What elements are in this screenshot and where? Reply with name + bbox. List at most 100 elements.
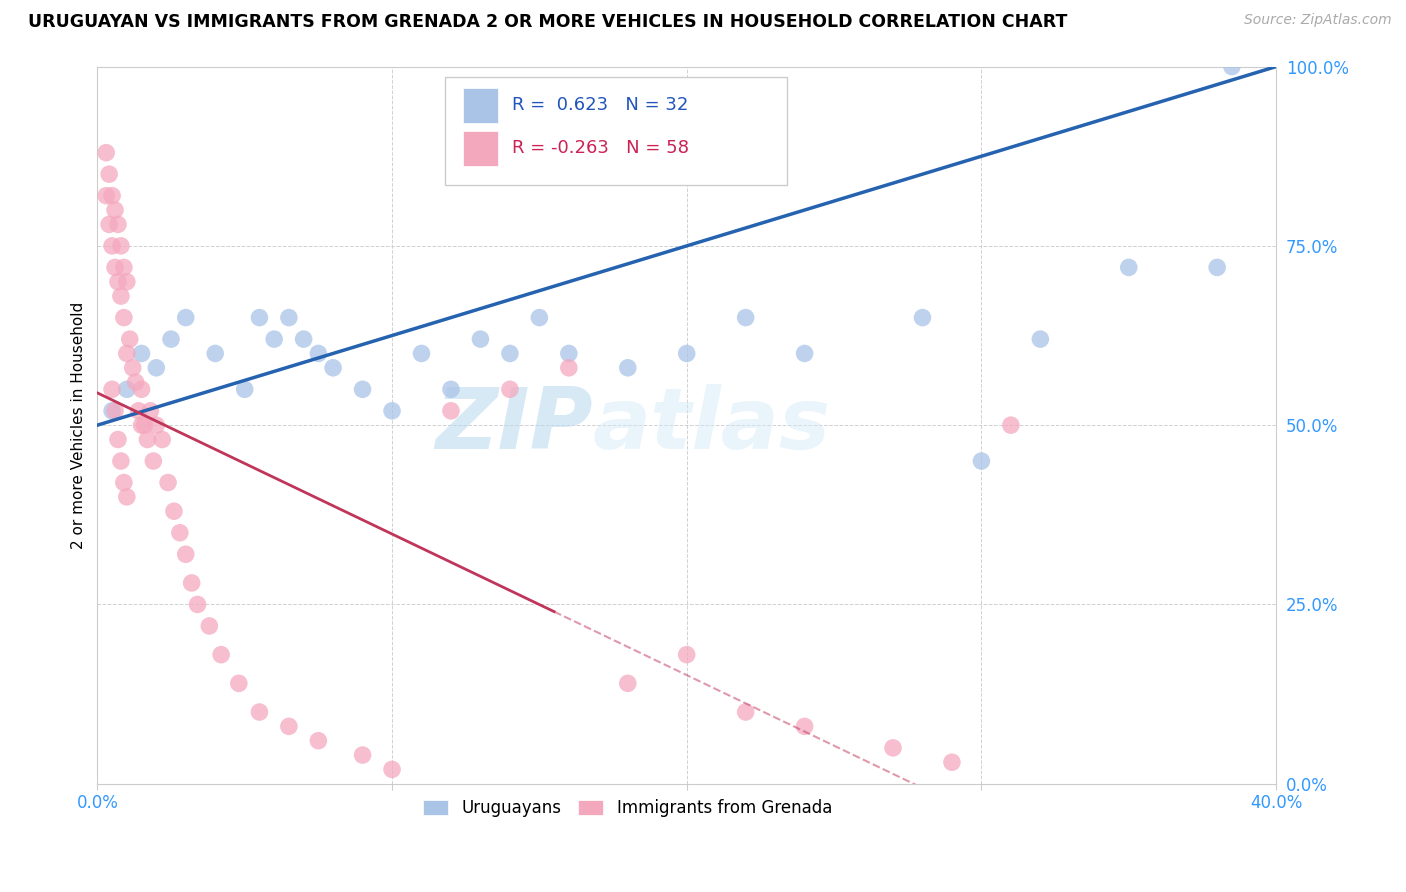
Point xyxy=(101,404,124,418)
Text: R = -0.263   N = 58: R = -0.263 N = 58 xyxy=(512,139,689,157)
Point xyxy=(529,310,551,325)
Point xyxy=(793,719,815,733)
Point xyxy=(440,404,463,418)
Point xyxy=(98,167,121,181)
Point xyxy=(131,346,153,360)
Point xyxy=(381,404,404,418)
Point xyxy=(322,360,344,375)
Point xyxy=(104,404,127,418)
Point xyxy=(107,218,129,232)
Point xyxy=(98,218,121,232)
Text: URUGUAYAN VS IMMIGRANTS FROM GRENADA 2 OR MORE VEHICLES IN HOUSEHOLD CORRELATION: URUGUAYAN VS IMMIGRANTS FROM GRENADA 2 O… xyxy=(28,13,1067,31)
Point xyxy=(131,382,153,396)
Point xyxy=(169,525,191,540)
Point xyxy=(617,360,640,375)
Point xyxy=(160,332,183,346)
Point xyxy=(499,346,522,360)
Point xyxy=(970,454,993,468)
Point xyxy=(180,576,202,591)
Point xyxy=(150,433,173,447)
Point xyxy=(101,188,124,202)
Point xyxy=(187,598,209,612)
Point xyxy=(115,346,138,360)
Point xyxy=(499,382,522,396)
Point xyxy=(139,404,162,418)
Point xyxy=(793,346,815,360)
Point xyxy=(198,619,221,633)
Point xyxy=(145,360,167,375)
Point xyxy=(209,648,232,662)
Point xyxy=(1029,332,1052,346)
Point xyxy=(941,756,963,770)
Point xyxy=(911,310,934,325)
Point xyxy=(128,404,150,418)
Point xyxy=(104,202,127,217)
Point xyxy=(277,310,299,325)
Point xyxy=(249,310,271,325)
Point xyxy=(96,188,118,202)
Point xyxy=(110,289,132,303)
Point xyxy=(112,310,135,325)
Point xyxy=(134,418,156,433)
Point xyxy=(107,433,129,447)
Point xyxy=(115,490,138,504)
Point xyxy=(734,310,756,325)
Text: atlas: atlas xyxy=(592,384,831,467)
Point xyxy=(163,504,186,518)
Point xyxy=(112,260,135,275)
Point xyxy=(131,418,153,433)
Point xyxy=(675,346,697,360)
Point xyxy=(470,332,492,346)
Point xyxy=(124,375,146,389)
FancyBboxPatch shape xyxy=(446,78,787,185)
Point xyxy=(118,332,141,346)
Point xyxy=(142,454,165,468)
Point xyxy=(249,705,271,719)
Point xyxy=(558,346,581,360)
Point xyxy=(145,418,167,433)
Bar xyxy=(463,131,498,166)
Point xyxy=(277,719,299,733)
Point xyxy=(96,145,118,160)
Point xyxy=(617,676,640,690)
Y-axis label: 2 or more Vehicles in Household: 2 or more Vehicles in Household xyxy=(72,301,86,549)
Point xyxy=(233,382,256,396)
Point xyxy=(307,346,329,360)
Point xyxy=(204,346,226,360)
Point xyxy=(110,239,132,253)
Point xyxy=(263,332,285,346)
Point xyxy=(115,382,138,396)
Point xyxy=(110,454,132,468)
Point xyxy=(1118,260,1140,275)
Point xyxy=(136,433,159,447)
Point xyxy=(101,382,124,396)
Point xyxy=(101,239,124,253)
Text: ZIP: ZIP xyxy=(434,384,592,467)
Point xyxy=(381,763,404,777)
Point xyxy=(228,676,250,690)
Legend: Uruguayans, Immigrants from Grenada: Uruguayans, Immigrants from Grenada xyxy=(415,791,841,826)
Point xyxy=(107,275,129,289)
Point xyxy=(1220,60,1243,74)
Point xyxy=(115,275,138,289)
Text: Source: ZipAtlas.com: Source: ZipAtlas.com xyxy=(1244,13,1392,28)
Point xyxy=(121,360,143,375)
Bar xyxy=(463,88,498,122)
Point xyxy=(558,360,581,375)
Point xyxy=(352,747,374,762)
Point xyxy=(352,382,374,396)
Point xyxy=(1206,260,1229,275)
Point xyxy=(882,740,904,755)
Point xyxy=(157,475,180,490)
Point xyxy=(734,705,756,719)
Point xyxy=(104,260,127,275)
Point xyxy=(411,346,433,360)
Point xyxy=(440,382,463,396)
Point xyxy=(112,475,135,490)
Text: R =  0.623   N = 32: R = 0.623 N = 32 xyxy=(512,96,689,114)
Point xyxy=(307,733,329,747)
Point xyxy=(292,332,315,346)
Point xyxy=(1000,418,1022,433)
Point xyxy=(675,648,697,662)
Point xyxy=(174,547,197,561)
